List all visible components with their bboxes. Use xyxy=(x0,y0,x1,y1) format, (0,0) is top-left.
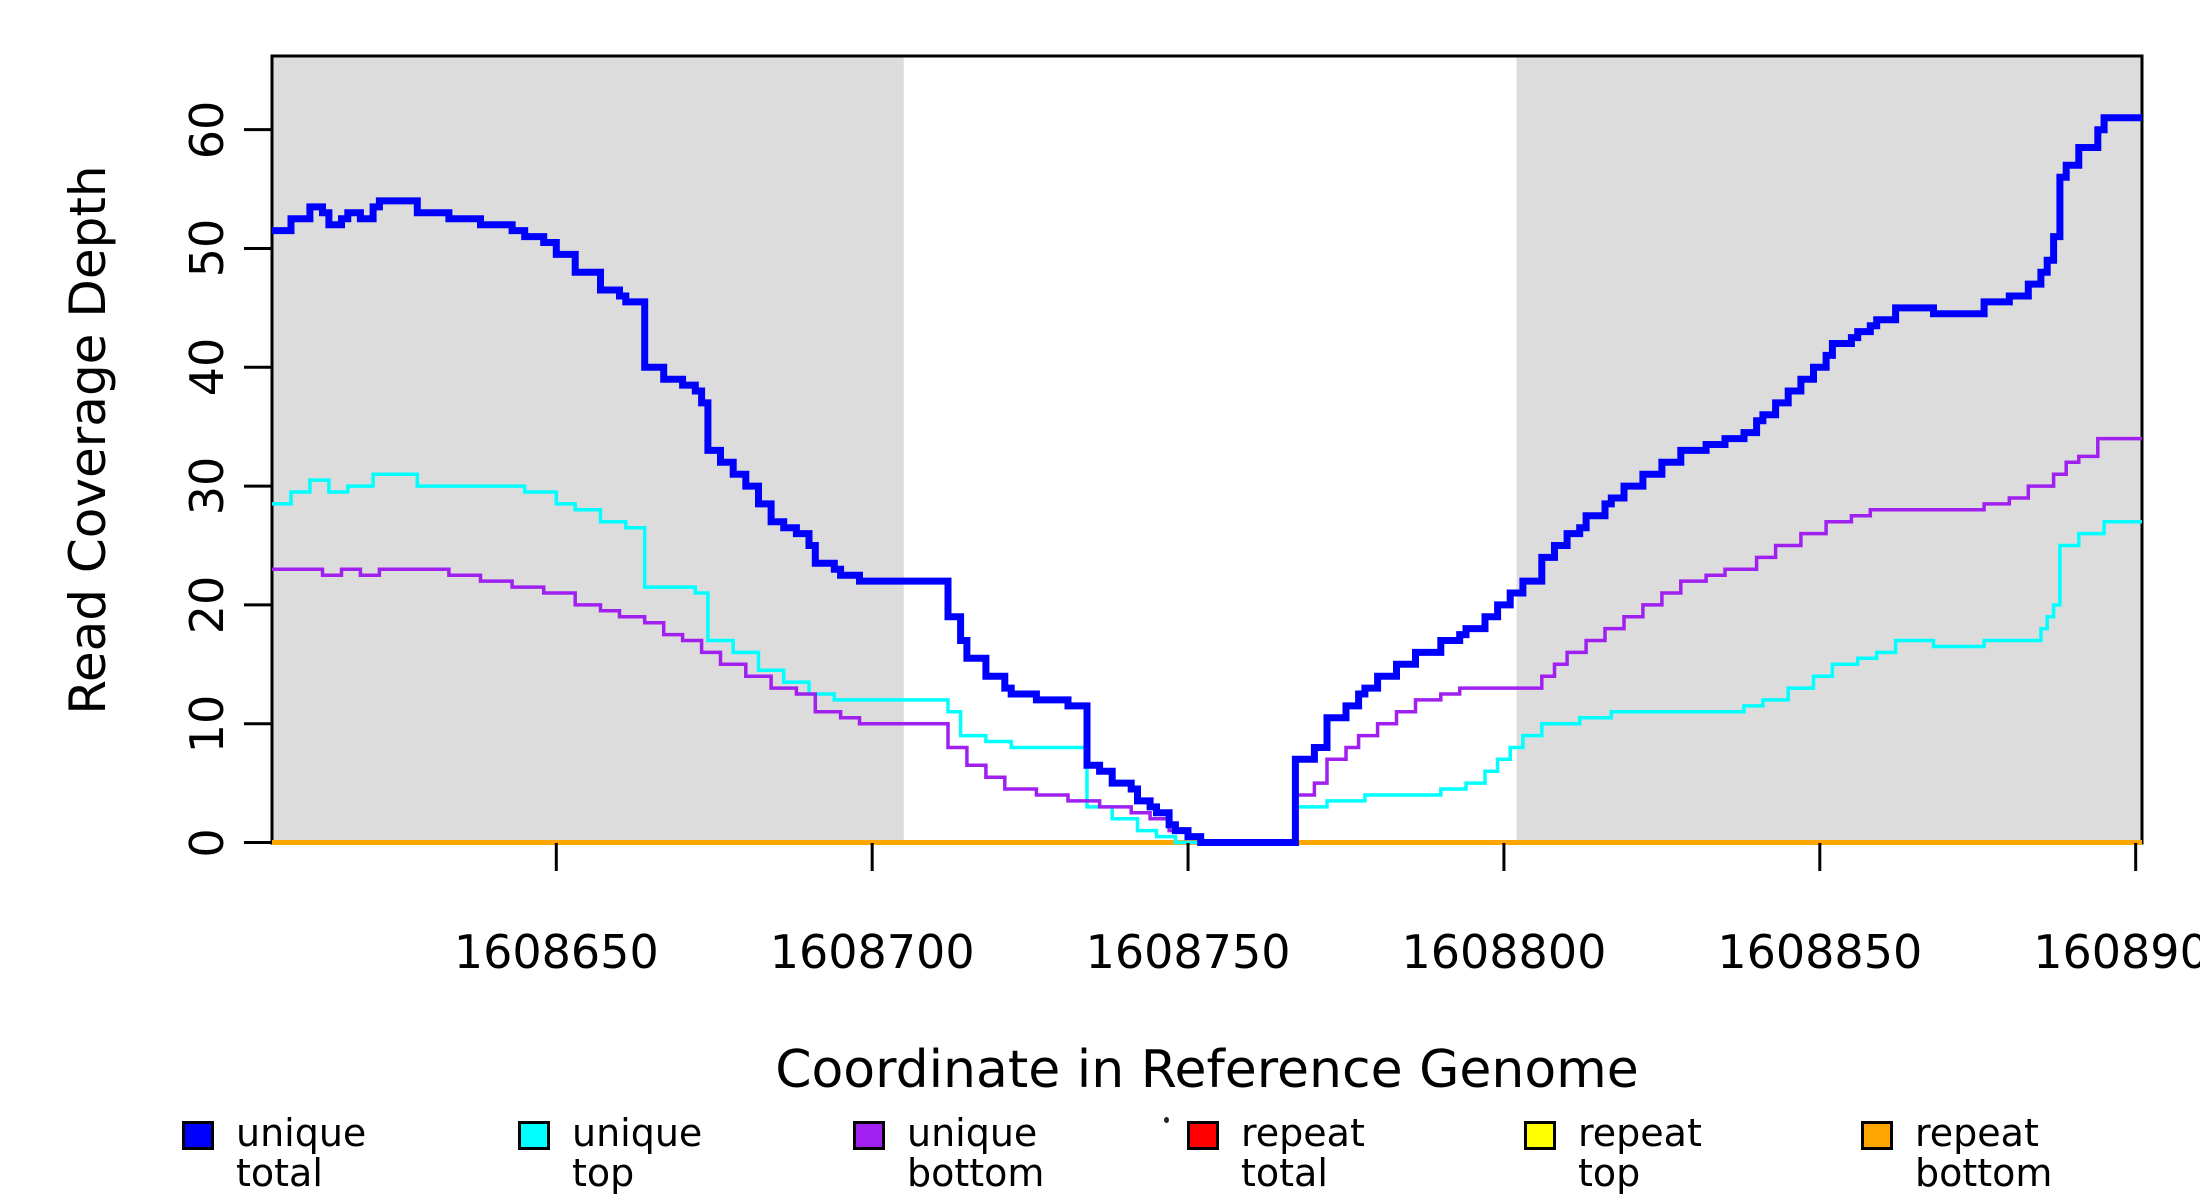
y-tick-label: 30 xyxy=(180,456,234,516)
legend-label: unique total xyxy=(236,1111,367,1195)
legend-artifact-dot xyxy=(1164,1117,1169,1123)
legend-swatch-repeat-bottom xyxy=(1861,1121,1893,1150)
legend-swatch-repeat-top xyxy=(1524,1121,1556,1150)
y-tick-label: 40 xyxy=(180,337,234,397)
x-tick-label: 1608800 xyxy=(1401,925,1607,979)
y-tick-label: 60 xyxy=(180,100,234,159)
legend-swatch-repeat-total xyxy=(1187,1121,1219,1150)
series-line-unique-total xyxy=(272,114,2142,846)
legend-label: repeat total xyxy=(1241,1111,1365,1195)
legend-swatch-unique-top xyxy=(518,1121,550,1150)
legend-swatch-unique-bottom xyxy=(853,1121,885,1150)
legend-label: unique bottom xyxy=(907,1111,1045,1195)
legend-label: repeat bottom xyxy=(1915,1111,2053,1195)
x-tick-label: 1608700 xyxy=(769,925,975,979)
legend-swatch-unique-total xyxy=(182,1121,214,1150)
x-tick-label: 1608750 xyxy=(1085,925,1291,979)
legend-label: repeat top xyxy=(1578,1111,1702,1195)
shaded-region xyxy=(1516,56,2142,843)
y-tick-label: 50 xyxy=(180,219,234,278)
x-tick-label: 1608650 xyxy=(453,925,659,979)
x-tick-label: 1608850 xyxy=(1717,925,1923,979)
y-axis-title: Read Coverage Depth xyxy=(59,165,117,715)
y-tick-label: 0 xyxy=(180,827,234,858)
legend-label: unique top xyxy=(572,1111,703,1195)
y-tick-label: 20 xyxy=(180,575,234,635)
shaded-region xyxy=(272,56,904,843)
x-axis-title: Coordinate in Reference Genome xyxy=(775,1040,1639,1100)
y-tick-label: 10 xyxy=(180,694,234,753)
